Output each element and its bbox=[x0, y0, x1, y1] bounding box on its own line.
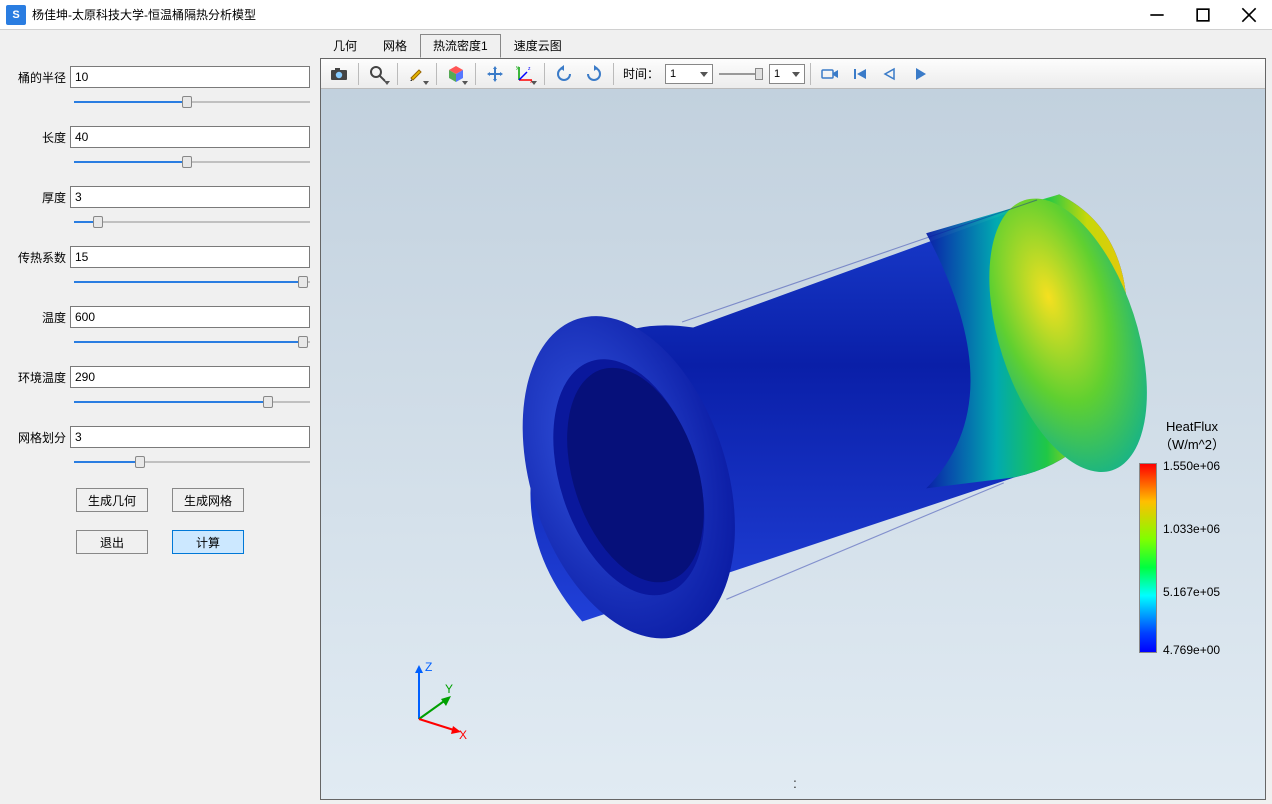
param-slider-4[interactable] bbox=[74, 334, 310, 350]
step-back-icon bbox=[880, 64, 900, 84]
generate-mesh-button[interactable]: 生成网格 bbox=[172, 488, 244, 512]
svg-text:X: X bbox=[459, 728, 467, 739]
minimize-icon bbox=[1147, 5, 1167, 25]
param-label: 厚度 bbox=[10, 189, 70, 206]
colorbar-tick: 5.167e+05 bbox=[1163, 585, 1220, 599]
param-slider-6[interactable] bbox=[74, 454, 310, 470]
rotate-ccw-icon bbox=[554, 64, 574, 84]
param-label: 网格划分 bbox=[10, 429, 70, 446]
app-icon: S bbox=[6, 5, 26, 25]
tabs: 几何网格热流密度1速度云图 bbox=[320, 34, 1266, 58]
param-slider-1[interactable] bbox=[74, 154, 310, 170]
param-label: 长度 bbox=[10, 129, 70, 146]
svg-text:Y: Y bbox=[445, 682, 453, 696]
first-frame-button[interactable] bbox=[846, 61, 874, 87]
camera-icon bbox=[329, 64, 349, 84]
rotate-cw-button[interactable] bbox=[580, 61, 608, 87]
sidebar: 桶的半径长度厚度传热系数温度环境温度网格划分 生成几何 生成网格 退出 计算 bbox=[0, 30, 320, 804]
time-label: 时间： bbox=[619, 65, 663, 82]
snapshot-button[interactable] bbox=[325, 61, 353, 87]
titlebar: S 杨佳坤-太原科技大学-恒温桶隔热分析模型 bbox=[0, 0, 1272, 30]
move-icon bbox=[485, 64, 505, 84]
param-slider-0[interactable] bbox=[74, 94, 310, 110]
param-input-4[interactable] bbox=[70, 306, 310, 328]
tab-1[interactable]: 网格 bbox=[370, 34, 420, 58]
tab-3[interactable]: 速度云图 bbox=[501, 34, 575, 58]
colorbar-tick: 1.033e+06 bbox=[1163, 522, 1220, 536]
param-input-3[interactable] bbox=[70, 246, 310, 268]
time-combo[interactable]: 1 bbox=[665, 64, 713, 84]
viewport-status: : bbox=[793, 775, 797, 791]
param-input-2[interactable] bbox=[70, 186, 310, 208]
video-icon bbox=[820, 64, 840, 84]
colorbar-strip bbox=[1139, 463, 1157, 653]
param-label: 温度 bbox=[10, 309, 70, 326]
highlight-button[interactable] bbox=[403, 61, 431, 87]
param-input-6[interactable] bbox=[70, 426, 310, 448]
param-slider-2[interactable] bbox=[74, 214, 310, 230]
axis-triad: Z Y X bbox=[399, 659, 479, 739]
svg-text:Z: Z bbox=[425, 660, 432, 674]
colorbar-tick: 4.769e+00 bbox=[1163, 643, 1220, 657]
minimize-button[interactable] bbox=[1134, 0, 1180, 30]
viewport[interactable]: Z Y X HeatFlux（W/m^2） 1.550e+061.033e+06… bbox=[321, 89, 1265, 799]
param-label: 传热系数 bbox=[10, 249, 70, 266]
axes-button[interactable]: zxy bbox=[511, 61, 539, 87]
maximize-icon bbox=[1193, 5, 1213, 25]
colorbar-title: HeatFlux（W/m^2） bbox=[1137, 419, 1247, 453]
param-slider-3[interactable] bbox=[74, 274, 310, 290]
tab-2[interactable]: 热流密度1 bbox=[420, 34, 501, 58]
param-input-0[interactable] bbox=[70, 66, 310, 88]
view-cube-button[interactable] bbox=[442, 61, 470, 87]
compute-button[interactable]: 计算 bbox=[172, 530, 244, 554]
zoom-button[interactable] bbox=[364, 61, 392, 87]
close-icon bbox=[1239, 5, 1259, 25]
record-button[interactable] bbox=[816, 61, 844, 87]
viewer-toolbar: zxy 时间： 1 1 bbox=[321, 59, 1265, 89]
close-button[interactable] bbox=[1226, 0, 1272, 30]
param-label: 桶的半径 bbox=[10, 69, 70, 86]
viewer-frame: zxy 时间： 1 1 bbox=[320, 58, 1266, 800]
main-pane: 几何网格热流密度1速度云图 bbox=[320, 30, 1272, 804]
window-title: 杨佳坤-太原科技大学-恒温桶隔热分析模型 bbox=[32, 6, 1134, 23]
rotate-ccw-button[interactable] bbox=[550, 61, 578, 87]
play-icon bbox=[910, 64, 930, 84]
play-button[interactable] bbox=[906, 61, 934, 87]
skip-back-icon bbox=[850, 64, 870, 84]
param-label: 环境温度 bbox=[10, 369, 70, 386]
tab-0[interactable]: 几何 bbox=[320, 34, 370, 58]
frame-combo[interactable]: 1 bbox=[769, 64, 805, 84]
exit-button[interactable]: 退出 bbox=[76, 530, 148, 554]
param-input-1[interactable] bbox=[70, 126, 310, 148]
pan-button[interactable] bbox=[481, 61, 509, 87]
prev-frame-button[interactable] bbox=[876, 61, 904, 87]
colorbar: HeatFlux（W/m^2） 1.550e+061.033e+065.167e… bbox=[1137, 419, 1247, 453]
colorbar-tick: 1.550e+06 bbox=[1163, 459, 1220, 473]
rotate-cw-icon bbox=[584, 64, 604, 84]
maximize-button[interactable] bbox=[1180, 0, 1226, 30]
param-input-5[interactable] bbox=[70, 366, 310, 388]
param-slider-5[interactable] bbox=[74, 394, 310, 410]
time-slider[interactable] bbox=[719, 65, 763, 83]
generate-geometry-button[interactable]: 生成几何 bbox=[76, 488, 148, 512]
svg-text:z: z bbox=[528, 66, 531, 72]
